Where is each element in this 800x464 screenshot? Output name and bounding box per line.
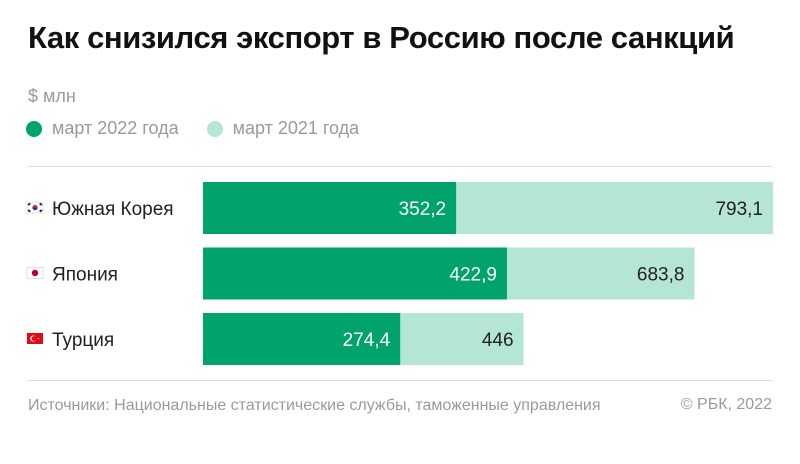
legend-item-2021: март 2021 года (206, 118, 360, 139)
top-divider (28, 166, 772, 167)
category-label-turkey: Турция (52, 330, 114, 351)
bar-2022-japan (203, 247, 507, 300)
legend-label-2022: март 2022 года (52, 118, 179, 138)
source-note: Источники: Национальные статистические с… (28, 397, 601, 414)
turkey-flag-icon (27, 333, 43, 344)
category-label-south-korea: Южная Корея (52, 199, 174, 220)
bar-chart: Южная Корея 352,2 793,1 Япония 422,9 683,8 Тур… (26, 182, 773, 365)
legend-dot-2021-icon (206, 120, 223, 137)
legend: март 2022 года март 2021 года (26, 118, 387, 139)
category-label-japan: Япония (52, 265, 118, 286)
copyright: © РБК, 2022 (680, 396, 772, 413)
value-label-2021-south-korea: 793,1 (715, 199, 763, 220)
value-label-2022-south-korea: 352,2 (399, 199, 447, 220)
value-label-2021-japan: 683,8 (637, 265, 685, 286)
legend-item-2022: март 2022 года (26, 118, 179, 139)
south-korea-flag-icon (26, 201, 44, 214)
japan-flag-icon (26, 267, 44, 279)
bottom-divider (28, 380, 772, 381)
value-label-2021-turkey: 446 (482, 330, 514, 351)
legend-label-2021: март 2021 года (232, 118, 360, 138)
bar-2022-south-korea (203, 182, 457, 234)
legend-dot-2022-icon (26, 120, 42, 137)
bar-2022-turkey (203, 313, 401, 365)
value-label-2022-turkey: 274,4 (343, 330, 391, 351)
chart-title: Как снизился экспорт в Россию после санк… (28, 20, 735, 55)
unit-label: $ млн (28, 86, 76, 106)
value-label-2022-japan: 422,9 (449, 265, 497, 286)
